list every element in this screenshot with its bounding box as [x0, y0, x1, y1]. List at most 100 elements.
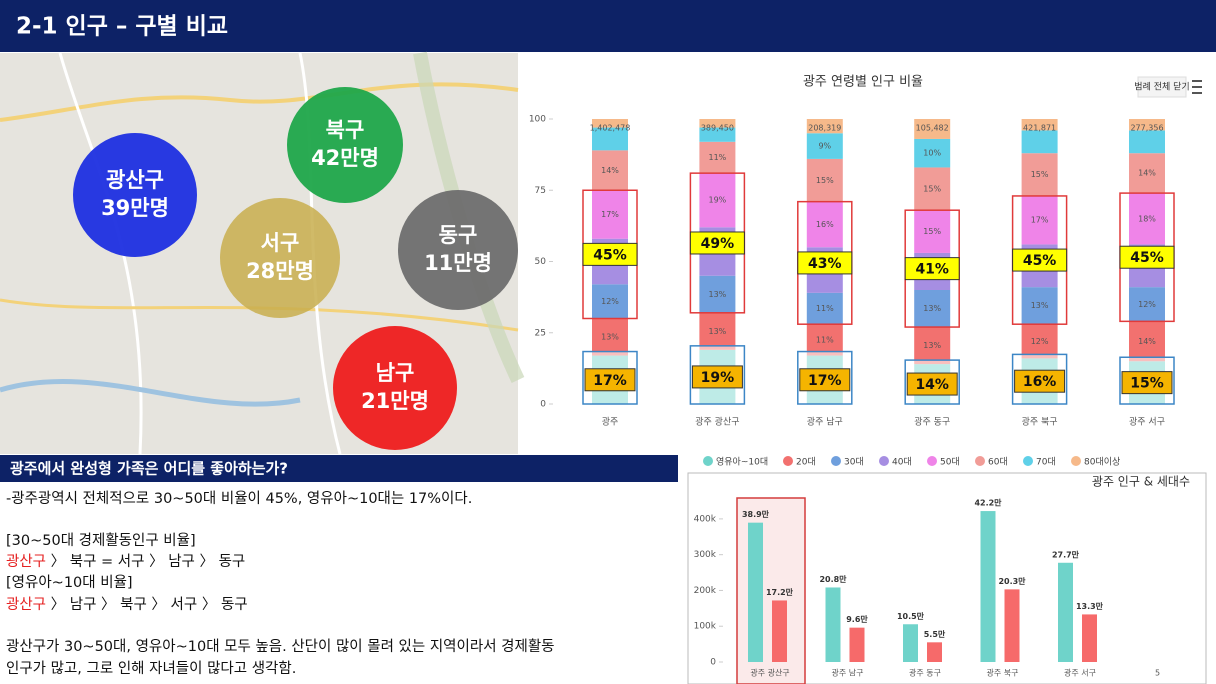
callout-label: 45% [1023, 253, 1057, 269]
chart-title: 광주 인구 & 세대수 [1092, 475, 1190, 489]
legend-label: 50대 [940, 457, 960, 468]
callout-label: 49% [701, 236, 735, 252]
bar-segment [592, 127, 628, 151]
summary: -광주광역시 전체적으로 30~50대 비율이 45%, 영유아~10대는 17… [6, 490, 472, 507]
bar [980, 511, 996, 662]
callout-box [689, 231, 745, 255]
callout-label: 45% [1130, 250, 1164, 266]
district-population: 39만명 [101, 196, 169, 220]
bar-segment [806, 324, 843, 356]
legend-swatch [831, 456, 841, 466]
x-tick-label: 광주 남구 [832, 668, 864, 678]
legend-label: 80대이상 [1084, 457, 1120, 468]
segment-label: 17% [1031, 216, 1049, 225]
bar-segment [1021, 130, 1058, 154]
legend-toggle-label[interactable]: 범례 전체 닫기 [1134, 81, 1189, 93]
menu-icon[interactable] [1192, 80, 1202, 94]
total-label: 421,871 [1023, 124, 1056, 133]
district-name: 서구 [261, 231, 300, 255]
x-tick-label: 광주 동구 [909, 668, 941, 678]
bar-segment [806, 133, 843, 159]
district-name: 동구 [439, 223, 478, 247]
callout-box [1121, 371, 1173, 395]
bar-segment [592, 318, 628, 356]
legend-label: 30대 [844, 457, 864, 468]
bar-segment [914, 138, 951, 168]
ranking-rest: 〉 남구 〉 북구 〉 서구 〉 동구 [46, 596, 248, 613]
bar-segment [1021, 287, 1058, 325]
bar-segment [1021, 153, 1058, 196]
bar-segment [914, 210, 951, 253]
callout-box [1014, 369, 1066, 393]
bar-value-label: 17.2만 [766, 587, 794, 597]
bar-segment [806, 292, 843, 325]
bar-segment [914, 327, 951, 365]
segment-label: 12% [1138, 300, 1156, 309]
total-label: 105,482 [916, 124, 949, 133]
y-tick-label: 0 [710, 658, 716, 668]
district-bubble [287, 87, 403, 203]
bar-segment [1021, 324, 1058, 359]
total-label: 1,402,478 [590, 124, 631, 133]
y-tick-label: 200k [694, 586, 717, 596]
bar [748, 522, 763, 662]
bar-value-label: 9.6만 [846, 614, 868, 624]
y-tick-label: 100 [529, 115, 546, 125]
ranking-rest: 〉 북구 = 서구 〉 남구 〉 동구 [46, 553, 245, 570]
segment-label: 15% [923, 184, 941, 193]
legend-swatch [1023, 456, 1033, 466]
district-population: 11만명 [424, 251, 492, 275]
bar [903, 624, 918, 662]
legend-toggle-button[interactable] [1137, 76, 1187, 98]
callout-label: 15% [1130, 376, 1164, 392]
legend-swatch [703, 456, 713, 466]
x-tick-label: 광주 서구 [1064, 668, 1096, 678]
x-tick-label: 광주 북구 [1022, 416, 1058, 428]
callout-box [1119, 245, 1175, 269]
segment-label: 12% [601, 297, 619, 306]
bar-segment [1129, 193, 1165, 245]
x-tick-label: 광주 북구 [987, 668, 1019, 678]
callout-box [582, 242, 638, 266]
bar-segment [806, 201, 843, 248]
district-population: 21만명 [361, 389, 429, 413]
legend-label: 40대 [892, 457, 912, 468]
district-population: 42만명 [311, 146, 379, 170]
district-population: 28만명 [246, 259, 314, 283]
legend-label: 60대 [988, 457, 1008, 468]
segment-label: 12% [1031, 337, 1049, 346]
y-tick-label: 400k [694, 514, 717, 524]
y-tick-label: 300k [694, 550, 717, 560]
legend-label: 20대 [796, 457, 816, 468]
callout-box [799, 368, 851, 392]
bar [825, 587, 841, 662]
bar-segment [699, 119, 736, 128]
district-bubble [333, 326, 457, 450]
bar-value-label: 5.5만 [924, 629, 946, 639]
bar [927, 642, 942, 662]
ranking-highlight: 광산구 [6, 553, 46, 570]
callout-box [584, 368, 636, 392]
segment-label: 13% [709, 290, 727, 299]
bar-segment [592, 190, 628, 239]
x-tick-label: 광주 광산구 [750, 668, 789, 678]
bar-segment [699, 173, 736, 228]
road [0, 298, 519, 332]
bar-segment [699, 127, 736, 142]
bar-segment [1021, 195, 1058, 245]
callout-box [691, 365, 743, 389]
legend-swatch [1071, 456, 1081, 466]
district-name: 남구 [376, 361, 415, 385]
heading: [30~50대 경제활동인구 비율] [6, 532, 196, 549]
segment-label: 15% [1031, 170, 1049, 179]
segment-label: 15% [816, 176, 834, 185]
segment-label: 17% [601, 210, 619, 219]
bar-value-label: 20.3만 [998, 576, 1026, 586]
x-tick-label: 광주 [602, 416, 619, 428]
text-box-title-bar [0, 455, 678, 482]
legend-label: 영유아~10대 [716, 457, 768, 468]
bar-segment [699, 141, 736, 174]
district-name: 광산구 [106, 168, 164, 192]
